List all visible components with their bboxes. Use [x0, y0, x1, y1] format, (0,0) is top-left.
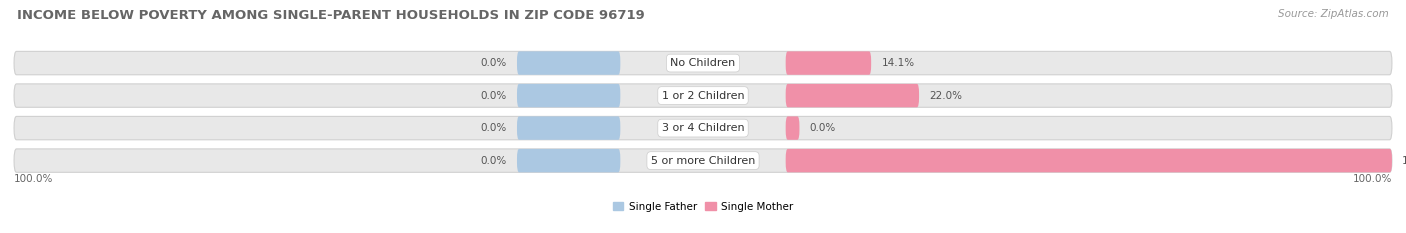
- Text: 0.0%: 0.0%: [481, 123, 506, 133]
- Text: 0.0%: 0.0%: [810, 123, 837, 133]
- FancyBboxPatch shape: [786, 149, 1392, 172]
- FancyBboxPatch shape: [517, 116, 620, 140]
- FancyBboxPatch shape: [517, 51, 620, 75]
- Text: 0.0%: 0.0%: [481, 156, 506, 166]
- Text: No Children: No Children: [671, 58, 735, 68]
- Text: 0.0%: 0.0%: [481, 58, 506, 68]
- FancyBboxPatch shape: [14, 51, 1392, 75]
- Text: 100.0%: 100.0%: [1402, 156, 1406, 166]
- Text: 22.0%: 22.0%: [929, 91, 962, 101]
- FancyBboxPatch shape: [786, 84, 920, 107]
- Text: 5 or more Children: 5 or more Children: [651, 156, 755, 166]
- FancyBboxPatch shape: [786, 51, 872, 75]
- Text: 14.1%: 14.1%: [882, 58, 915, 68]
- FancyBboxPatch shape: [14, 84, 1392, 107]
- Text: 100.0%: 100.0%: [14, 175, 53, 185]
- Text: Source: ZipAtlas.com: Source: ZipAtlas.com: [1278, 9, 1389, 19]
- Legend: Single Father, Single Mother: Single Father, Single Mother: [609, 197, 797, 216]
- FancyBboxPatch shape: [14, 149, 1392, 172]
- Text: 100.0%: 100.0%: [1353, 175, 1392, 185]
- FancyBboxPatch shape: [517, 149, 620, 172]
- FancyBboxPatch shape: [786, 116, 800, 140]
- FancyBboxPatch shape: [517, 84, 620, 107]
- Text: INCOME BELOW POVERTY AMONG SINGLE-PARENT HOUSEHOLDS IN ZIP CODE 96719: INCOME BELOW POVERTY AMONG SINGLE-PARENT…: [17, 9, 644, 22]
- Text: 0.0%: 0.0%: [481, 91, 506, 101]
- Text: 1 or 2 Children: 1 or 2 Children: [662, 91, 744, 101]
- FancyBboxPatch shape: [14, 116, 1392, 140]
- Text: 3 or 4 Children: 3 or 4 Children: [662, 123, 744, 133]
